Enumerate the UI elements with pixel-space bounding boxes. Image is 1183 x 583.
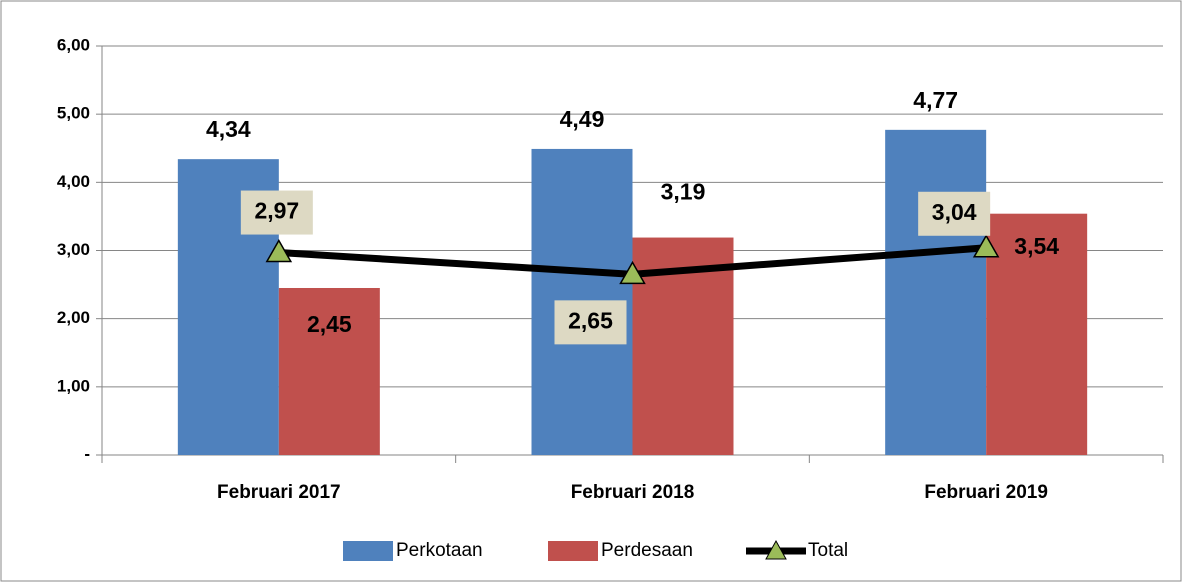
bar: [986, 213, 1088, 455]
data-label: 3,04: [932, 199, 977, 225]
x-tick-label: Februari 2018: [571, 482, 695, 503]
y-tick-label: -: [84, 444, 90, 463]
legend-label: Perkotaan: [396, 540, 483, 561]
legend-swatch: [548, 541, 598, 561]
y-tick-label: 2,00: [57, 308, 90, 327]
data-label-box: [240, 190, 313, 235]
y-tick-label: 6,00: [57, 35, 90, 54]
data-label: 3,19: [661, 179, 706, 205]
data-label-box: [554, 300, 627, 345]
marker: [619, 260, 646, 285]
x-tick-label: Februari 2017: [217, 482, 341, 503]
legend-label: Perdesaan: [601, 540, 693, 561]
x-tick-label: Februari 2019: [924, 482, 1048, 503]
data-label: 2,97: [254, 198, 299, 224]
data-label: 2,45: [307, 311, 352, 337]
legend-swatch: [343, 541, 393, 561]
marker: [972, 234, 1000, 258]
data-label-box: [918, 191, 991, 236]
marker: [265, 239, 293, 263]
data-label: 4,77: [913, 87, 958, 113]
y-tick-label: 5,00: [57, 104, 90, 123]
bar: [278, 287, 380, 455]
data-label: 3,54: [1014, 233, 1059, 259]
legend-marker: [765, 539, 787, 560]
data-label: 4,34: [206, 116, 251, 142]
y-tick-label: 4,00: [57, 172, 90, 191]
y-tick-label: 3,00: [57, 240, 90, 259]
legend-label: Total: [808, 540, 848, 561]
data-label: 2,65: [568, 307, 613, 333]
y-tick-label: 1,00: [57, 376, 90, 395]
data-label: 4,49: [560, 106, 605, 132]
bar: [885, 129, 987, 455]
